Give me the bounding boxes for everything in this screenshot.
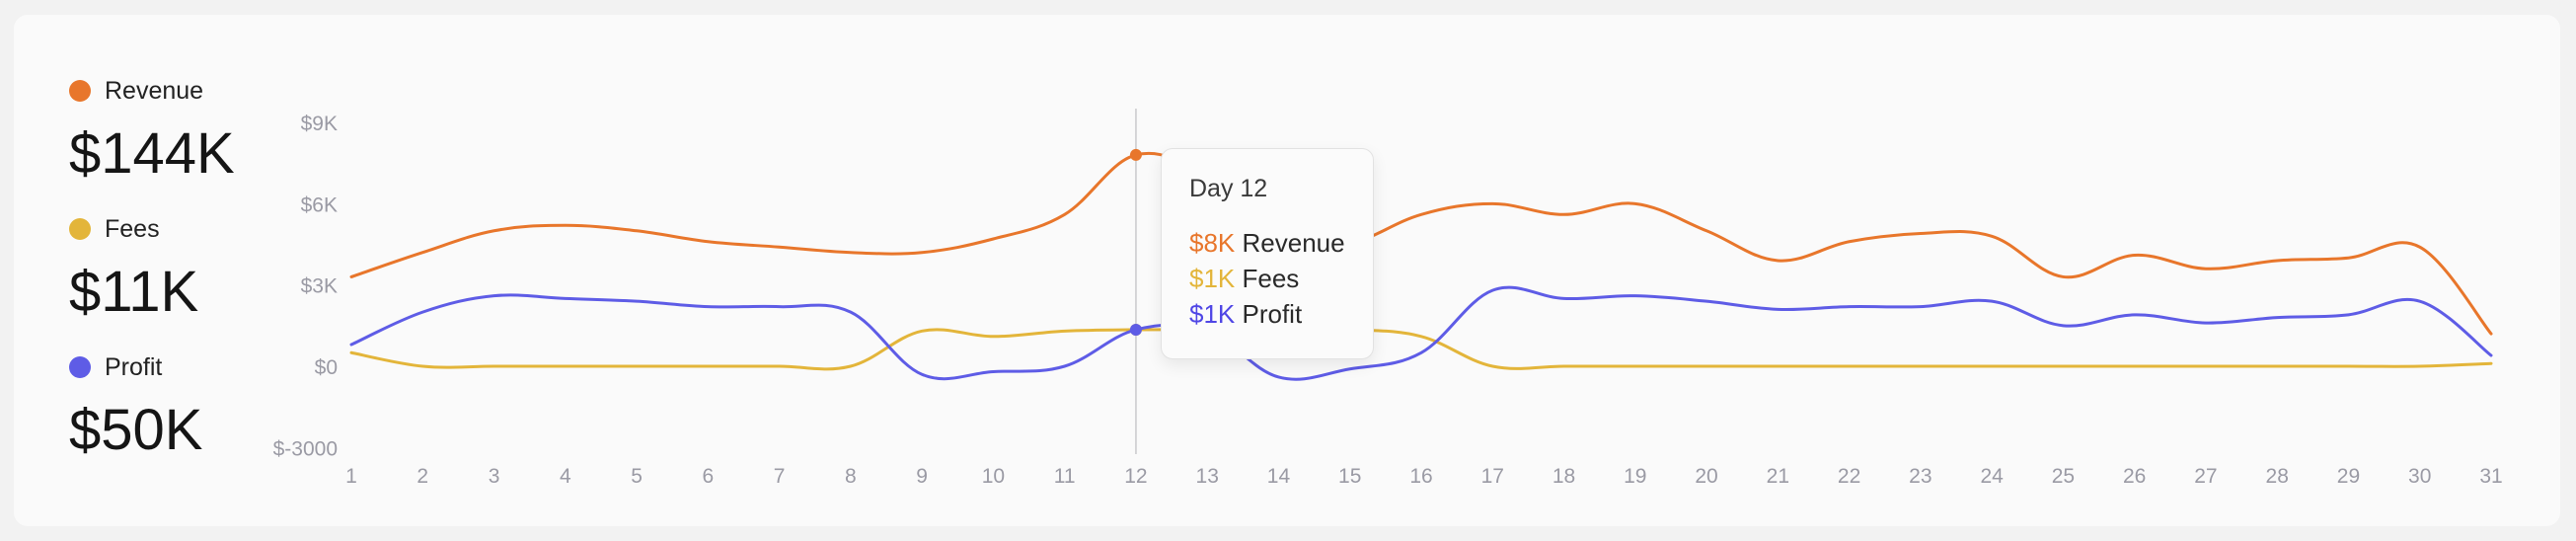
- x-tick-label: 25: [2052, 465, 2075, 488]
- tooltip-value-fees: $1K: [1189, 264, 1236, 293]
- x-tick-label: 31: [2479, 465, 2502, 488]
- x-tick-label: 14: [1267, 465, 1291, 488]
- tooltip-value-profit: $1K: [1189, 299, 1236, 329]
- tooltip-label-profit: Profit: [1242, 299, 1303, 329]
- x-tick-label: 7: [774, 465, 786, 488]
- tooltip-row-fees: $1K Fees: [1189, 264, 1299, 294]
- tooltip-value-revenue: $8K: [1189, 228, 1236, 258]
- legend-label-profit: Profit: [105, 353, 163, 381]
- tooltip-row-revenue: $8K Revenue: [1189, 228, 1345, 259]
- x-tick-label: 8: [845, 465, 857, 488]
- tooltip-label-fees: Fees: [1242, 264, 1300, 293]
- y-tick-label: $0: [315, 356, 338, 379]
- x-tick-label: 3: [489, 465, 500, 488]
- x-tick-label: 12: [1124, 465, 1147, 488]
- fees-dot-icon: [69, 218, 91, 240]
- series-line-profit: [349, 285, 2493, 381]
- profit-dot-icon: [69, 356, 91, 378]
- legend-total-revenue: $144K: [69, 121, 235, 186]
- x-tick-label: 18: [1553, 465, 1575, 488]
- x-tick-label: 24: [1980, 465, 2004, 488]
- y-tick-label: $3K: [301, 275, 338, 298]
- revenue-dot-icon: [69, 80, 91, 102]
- tooltip-title: Day 12: [1189, 175, 1268, 202]
- x-tick-label: 11: [1054, 465, 1076, 488]
- legend-label-fees: Fees: [105, 215, 160, 243]
- hover-point-profit: [1129, 323, 1142, 336]
- x-tick-label: 2: [417, 465, 428, 488]
- y-tick-label: $6K: [301, 193, 338, 216]
- x-tick-label: 22: [1838, 465, 1860, 488]
- x-tick-label: 21: [1767, 465, 1789, 488]
- series-line-revenue: [349, 151, 2493, 336]
- x-tick-label: 27: [2194, 465, 2217, 488]
- x-tick-label: 30: [2408, 465, 2431, 488]
- legend-label-revenue: Revenue: [105, 77, 204, 105]
- tooltip-row-profit: $1K Profit: [1189, 299, 1302, 330]
- legend-total-profit: $50K: [69, 398, 203, 462]
- x-tick-label: 23: [1909, 465, 1932, 488]
- x-tick-label: 5: [631, 465, 643, 488]
- x-tick-label: 17: [1481, 465, 1504, 488]
- x-tick-label: 6: [702, 465, 714, 488]
- x-tick-label: 26: [2123, 465, 2146, 488]
- tooltip-label-revenue: Revenue: [1242, 228, 1345, 258]
- x-tick-label: 29: [2337, 465, 2360, 488]
- legend-total-fees: $11K: [69, 260, 199, 324]
- x-tick-label: 15: [1338, 465, 1361, 488]
- series-line-fees: [349, 327, 2493, 371]
- x-tick-label: 10: [982, 465, 1005, 488]
- x-tick-label: 16: [1409, 465, 1432, 488]
- x-tick-label: 13: [1196, 465, 1219, 488]
- x-tick-label: 20: [1695, 465, 1717, 488]
- x-tick-label: 28: [2266, 465, 2289, 488]
- x-tick-label: 4: [560, 465, 571, 488]
- x-tick-label: 19: [1624, 465, 1646, 488]
- y-tick-label: $9K: [301, 113, 338, 135]
- hover-point-revenue: [1129, 148, 1142, 161]
- x-tick-label: 1: [345, 465, 357, 488]
- y-tick-label: $-3000: [273, 437, 338, 460]
- chart-tooltip: Day 12 $8K Revenue $1K Fees $1K Profit: [1161, 148, 1374, 359]
- x-tick-label: 9: [916, 465, 928, 488]
